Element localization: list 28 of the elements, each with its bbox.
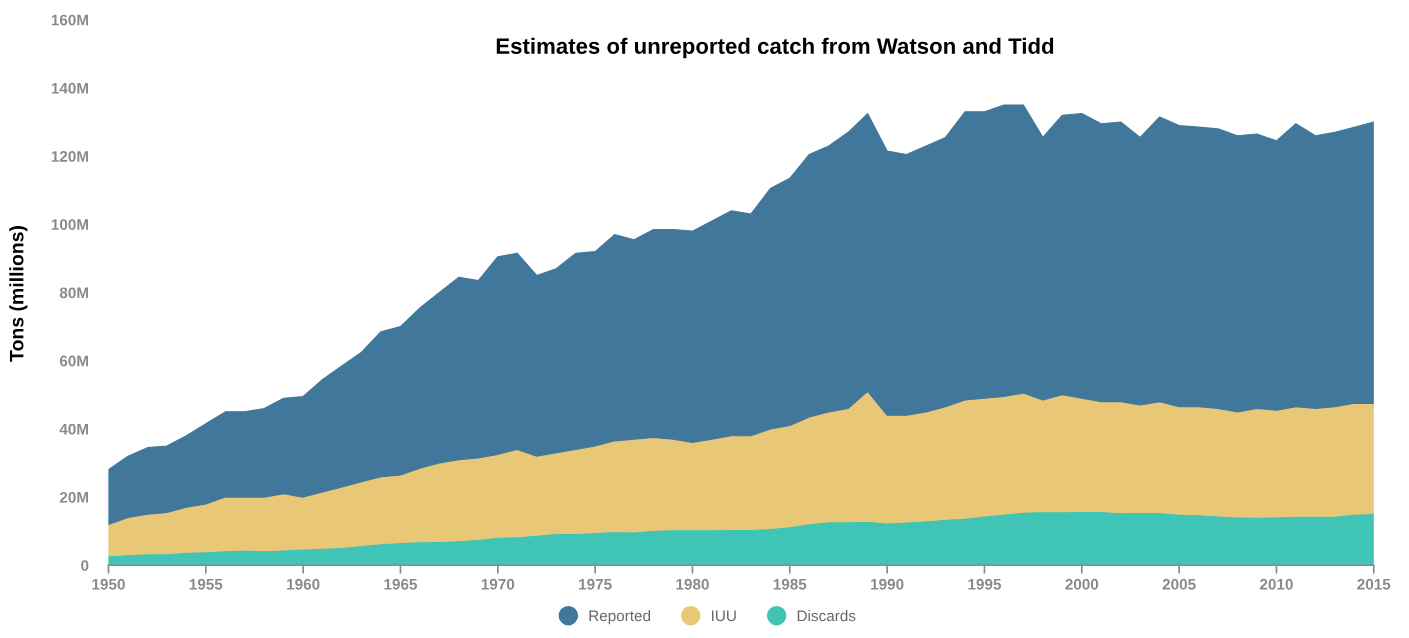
y-axis-title: Tons (millions) <box>9 226 28 362</box>
x-tick-label: 1995 <box>968 578 1002 590</box>
x-tick-label: 1950 <box>92 578 125 590</box>
y-tick-label: 40M <box>59 423 89 435</box>
y-tick-label: 100M <box>51 219 89 231</box>
x-tick-label: 2010 <box>1259 578 1293 590</box>
x-tick-label: 1960 <box>287 578 320 590</box>
x-tick-label: 2015 <box>1357 578 1391 590</box>
x-tick-label: 1980 <box>676 578 709 590</box>
x-tick-label: 2005 <box>1162 578 1196 590</box>
x-tick-label: 1985 <box>773 578 807 590</box>
y-tick-label: 120M <box>51 151 89 162</box>
x-tick-label: 2000 <box>1065 578 1099 590</box>
x-tick-label: 1975 <box>579 578 612 590</box>
x-tick-label: 1965 <box>384 578 418 590</box>
y-tick-label: 160M <box>51 14 89 26</box>
y-tick-label: 20M <box>59 491 89 503</box>
legend-label: IUU <box>712 610 736 622</box>
x-tick-label: 1990 <box>871 578 904 590</box>
y-tick-label: 0 <box>81 560 89 571</box>
legend-label: Discards <box>797 610 856 622</box>
y-tick-label: 80M <box>59 287 89 299</box>
x-tick-label: 1955 <box>189 578 223 590</box>
legend-label: Reported <box>589 610 651 625</box>
x-tick-label: 1970 <box>481 578 515 590</box>
y-tick-label: 140M <box>51 82 89 94</box>
text: Estimates of unreported catch from Watson and Tidd <box>496 37 1054 59</box>
y-tick-label: 60M <box>59 355 89 367</box>
